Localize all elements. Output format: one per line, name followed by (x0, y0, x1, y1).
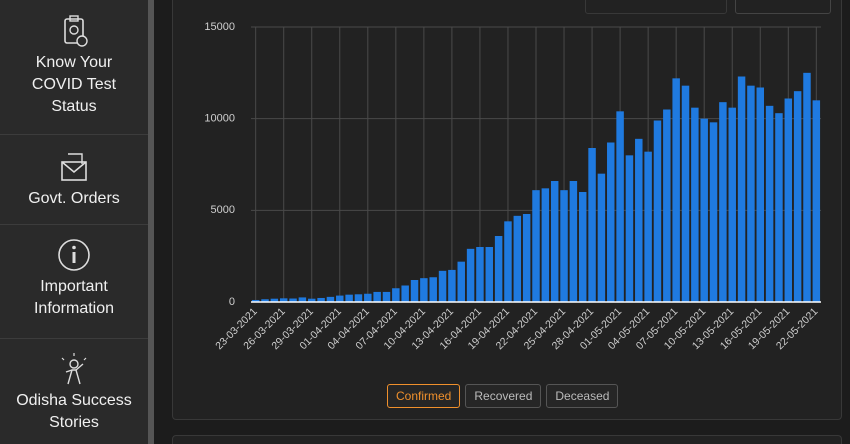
sidebar: Know Your COVID Test Status Govt. Orders Imp… (0, 0, 148, 444)
bar (644, 151, 652, 302)
nav-label: Important (40, 278, 108, 295)
toggle-button[interactable]: Recovered (465, 384, 542, 408)
bar (438, 270, 447, 302)
nav-item[interactable]: Govt. Orders (0, 136, 148, 225)
bar (345, 294, 353, 302)
nav-item[interactable]: Odisha Success Stories (0, 340, 148, 444)
bar (681, 85, 690, 303)
toggle-button[interactable]: Confirmed (387, 384, 461, 408)
bar (607, 142, 615, 302)
bar (410, 280, 419, 302)
panel (172, 435, 842, 444)
nav-label: Know Your (35, 54, 113, 71)
bar (466, 248, 475, 302)
nav-icon (61, 153, 87, 181)
y-tick-label: 10000 (204, 113, 235, 125)
bar (803, 72, 811, 302)
y-tick-label: 15000 (204, 21, 235, 33)
bar (476, 247, 484, 302)
bar (532, 190, 540, 302)
bar (691, 107, 699, 303)
y-tick-label: 5000 (211, 204, 235, 216)
bar (382, 291, 391, 302)
bar (578, 192, 587, 302)
nav-label: Govt. Orders (28, 190, 120, 207)
nav-label: Information (33, 300, 115, 317)
nav-label: COVID Test (31, 76, 117, 93)
bar (513, 215, 522, 302)
bar (775, 113, 783, 303)
bar (672, 78, 680, 302)
bar (298, 297, 307, 302)
y-tick-label: 0 (229, 296, 235, 308)
nav-item[interactable]: Important Information (0, 226, 148, 339)
bar (317, 297, 325, 302)
bar (354, 294, 363, 302)
bar (373, 291, 381, 302)
bar (812, 100, 821, 302)
nav-icon (61, 353, 87, 385)
bar (588, 148, 596, 302)
bar (635, 138, 643, 302)
bar (392, 288, 400, 302)
bar (308, 298, 316, 302)
nav-icon (58, 239, 90, 271)
bar (504, 221, 512, 302)
bar (737, 76, 746, 302)
nav-icon (64, 15, 88, 47)
nav-label: Status (51, 98, 97, 115)
bar (522, 214, 531, 302)
scrollbar[interactable] (148, 0, 154, 444)
bar (457, 261, 465, 302)
bar (261, 299, 269, 302)
bar (336, 295, 344, 302)
tab[interactable] (585, 0, 727, 14)
bar (270, 298, 279, 302)
bar (541, 188, 550, 302)
bar (765, 105, 774, 302)
bar (719, 102, 727, 303)
bar (401, 285, 409, 302)
bar (279, 298, 288, 302)
bar (597, 173, 606, 302)
bar (625, 155, 634, 302)
bar (448, 269, 456, 302)
bar (756, 87, 764, 302)
bar (700, 118, 708, 303)
nav-label: Stories (49, 414, 99, 431)
bar (569, 181, 578, 302)
toggle-group: Confirmed Recovered Deceased (387, 384, 619, 408)
bar (420, 278, 428, 302)
toggle-button[interactable]: Deceased (546, 384, 619, 408)
bar (494, 236, 503, 302)
bar (616, 111, 624, 302)
bar (747, 85, 755, 303)
bar (784, 98, 793, 302)
bar (560, 190, 568, 302)
bar (326, 296, 335, 302)
bar (289, 298, 297, 302)
bar (663, 109, 671, 302)
bar (429, 277, 437, 302)
nav-label: Odisha Success (16, 392, 132, 409)
bar (653, 120, 662, 302)
bar (728, 107, 736, 303)
nav-item[interactable]: Know Your COVID Test Status (0, 0, 148, 135)
bar (793, 91, 802, 303)
bar (550, 181, 559, 302)
tab[interactable] (735, 0, 831, 14)
bar (251, 299, 260, 302)
bar (364, 293, 372, 302)
bar (485, 247, 494, 302)
bar (709, 122, 718, 302)
